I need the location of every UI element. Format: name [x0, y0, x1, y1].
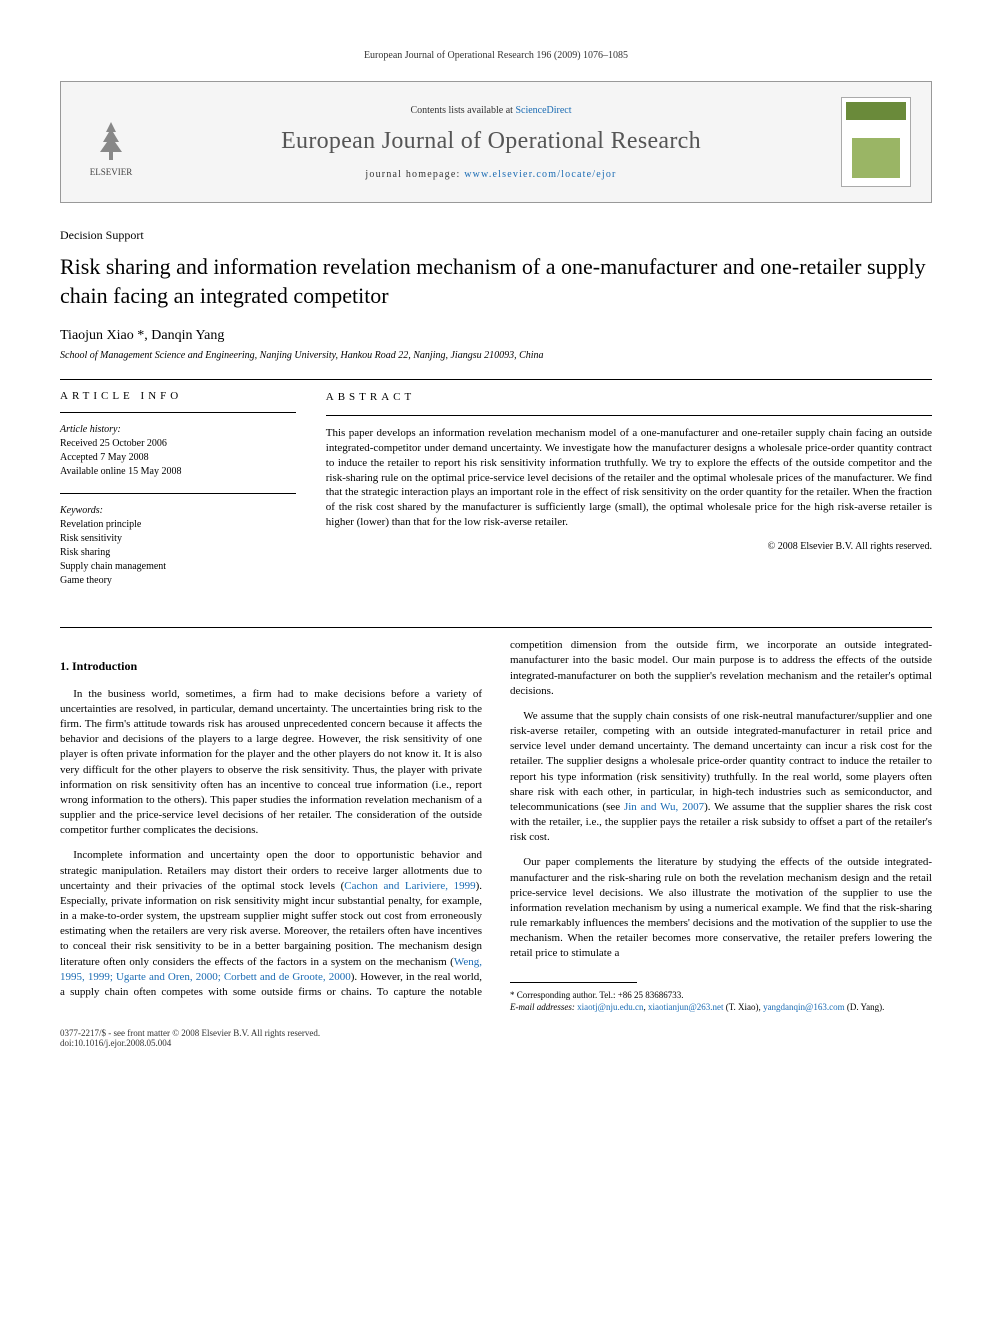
contents-available: Contents lists available at ScienceDirec… [161, 105, 821, 116]
email-addresses: E-mail addresses: xiaotj@nju.edu.cn, xia… [510, 1001, 932, 1014]
email-link[interactable]: xiaotj@nju.edu.cn [577, 1002, 643, 1012]
article-info-heading: ARTICLE INFO [60, 390, 296, 402]
article-info-column: ARTICLE INFO Article history: Received 2… [60, 390, 296, 602]
copyright-line: © 2008 Elsevier B.V. All rights reserved… [326, 540, 932, 554]
running-header: European Journal of Operational Research… [60, 50, 932, 61]
section-heading: 1. Introduction [60, 658, 482, 675]
accepted-date: Accepted 7 May 2008 [60, 451, 296, 465]
tree-icon [86, 117, 136, 167]
paragraph: In the business world, sometimes, a firm… [60, 687, 482, 839]
keywords-label: Keywords: [60, 504, 296, 518]
section-label: Decision Support [60, 228, 932, 243]
online-date: Available online 15 May 2008 [60, 465, 296, 479]
front-matter-line: 0377-2217/$ - see front matter © 2008 El… [60, 1028, 320, 1038]
abstract-text: This paper develops an information revel… [326, 426, 932, 530]
corresponding-author: * Corresponding author. Tel.: +86 25 836… [510, 989, 932, 1002]
history-label: Article history: [60, 423, 296, 437]
journal-name: European Journal of Operational Research [161, 128, 821, 155]
paragraph: We assume that the supply chain consists… [510, 709, 932, 846]
paragraph: Our paper complements the literature by … [510, 855, 932, 961]
elsevier-logo: ELSEVIER [81, 107, 141, 177]
keyword: Game theory [60, 574, 296, 588]
keyword: Risk sensitivity [60, 532, 296, 546]
keyword: Revelation principle [60, 518, 296, 532]
footnotes: * Corresponding author. Tel.: +86 25 836… [510, 989, 932, 1014]
affiliation: School of Management Science and Enginee… [60, 350, 932, 361]
email-link[interactable]: yangdanqin@163.com [763, 1002, 845, 1012]
homepage-link[interactable]: www.elsevier.com/locate/ejor [464, 169, 616, 180]
abstract-heading: ABSTRACT [326, 390, 932, 405]
journal-header-box: ELSEVIER Contents lists available at Sci… [60, 81, 932, 203]
journal-homepage: journal homepage: www.elsevier.com/locat… [161, 169, 821, 180]
article-title: Risk sharing and information revelation … [60, 253, 932, 310]
sciencedirect-link[interactable]: ScienceDirect [515, 105, 571, 116]
authors: Tiaojun Xiao *, Danqin Yang [60, 328, 932, 344]
keyword: Supply chain management [60, 560, 296, 574]
email-link[interactable]: xiaotianjun@263.net [648, 1002, 724, 1012]
citation-link[interactable]: Cachon and Lariviere, 1999 [344, 880, 475, 892]
footer-meta: 0377-2217/$ - see front matter © 2008 El… [60, 1028, 932, 1048]
abstract-column: ABSTRACT This paper develops an informat… [326, 390, 932, 602]
journal-cover-thumbnail [841, 97, 911, 187]
body-text: 1. Introduction In the business world, s… [60, 638, 932, 1014]
doi-line: doi:10.1016/j.ejor.2008.05.004 [60, 1038, 320, 1048]
received-date: Received 25 October 2006 [60, 437, 296, 451]
keyword: Risk sharing [60, 546, 296, 560]
citation-link[interactable]: Jin and Wu, 2007 [624, 801, 704, 813]
